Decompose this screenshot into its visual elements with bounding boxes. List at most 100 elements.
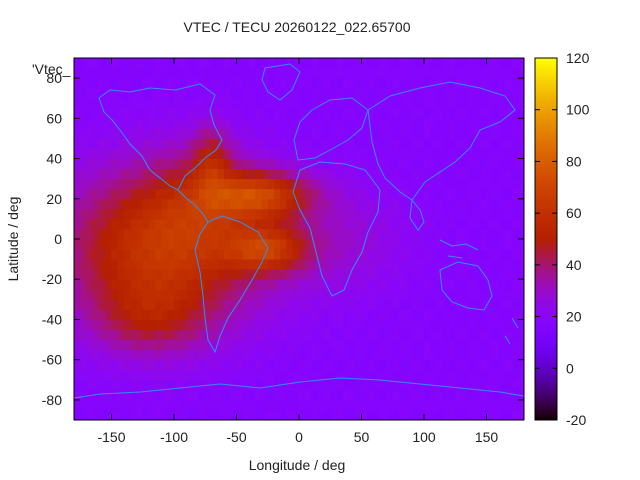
heatmap-cell	[430, 269, 437, 280]
heatmap-cell	[174, 78, 181, 89]
heatmap-cell	[486, 58, 494, 69]
heatmap-cell	[124, 309, 131, 320]
heatmap-cell	[336, 68, 344, 79]
heatmap-cell	[292, 409, 300, 421]
heatmap-cell	[136, 349, 144, 361]
heatmap-cell	[405, 78, 412, 89]
heatmap-cell	[330, 399, 337, 411]
heatmap-cell	[374, 389, 381, 401]
heatmap-cell	[499, 198, 506, 210]
heatmap-cell	[386, 168, 394, 180]
heatmap-cell	[99, 389, 106, 401]
heatmap-cell	[399, 158, 406, 170]
heatmap-cell	[292, 239, 300, 250]
heatmap-cell	[261, 128, 269, 139]
heatmap-cell	[267, 178, 275, 190]
heatmap-cell	[136, 269, 144, 280]
heatmap-cell	[467, 399, 475, 411]
heatmap-cell	[505, 279, 512, 290]
heatmap-cell	[436, 409, 444, 421]
heatmap-cell	[517, 379, 525, 391]
heatmap-cell	[305, 218, 312, 230]
x-tick-label: -50	[226, 429, 246, 445]
heatmap-cell	[436, 379, 444, 391]
heatmap-cell	[249, 218, 256, 230]
heatmap-cell	[361, 349, 369, 361]
heatmap-cell	[180, 359, 187, 371]
heatmap-cell	[424, 148, 431, 159]
heatmap-cell	[355, 289, 362, 300]
heatmap-cell	[199, 168, 206, 180]
heatmap-cell	[86, 208, 94, 220]
heatmap-cell	[374, 409, 381, 421]
heatmap-cell	[499, 269, 506, 280]
heatmap-cell	[180, 108, 187, 119]
heatmap-cell	[117, 399, 125, 411]
heatmap-cell	[280, 309, 287, 320]
heatmap-cell	[74, 128, 81, 139]
heatmap-cell	[192, 168, 200, 180]
heatmap-cell	[161, 138, 169, 149]
heatmap-cell	[286, 148, 294, 159]
heatmap-cell	[186, 88, 194, 99]
heatmap-cell	[392, 349, 400, 361]
heatmap-cell	[224, 279, 231, 290]
heatmap-cell	[205, 399, 212, 411]
heatmap-cell	[261, 289, 269, 300]
heatmap-cell	[405, 58, 412, 69]
heatmap-cell	[92, 279, 100, 290]
heatmap-cell	[317, 239, 325, 250]
heatmap-cell	[261, 178, 269, 190]
heatmap-cell	[99, 379, 106, 391]
heatmap-cell	[236, 198, 244, 210]
heatmap-cell	[174, 279, 181, 290]
heatmap-cell	[411, 78, 419, 89]
heatmap-cell	[292, 198, 300, 210]
heatmap-cell	[474, 148, 481, 159]
heatmap-cell	[217, 279, 225, 290]
heatmap-cell	[199, 409, 206, 421]
heatmap-cell	[255, 329, 262, 340]
heatmap-cell	[149, 339, 156, 351]
heatmap-cell	[499, 329, 506, 340]
heatmap-cell	[124, 88, 131, 99]
heatmap-cell	[186, 228, 194, 240]
heatmap-cell	[255, 319, 262, 330]
heatmap-cell	[380, 188, 387, 200]
heatmap-cell	[224, 188, 231, 200]
heatmap-cell	[349, 379, 356, 391]
heatmap-cell	[511, 158, 519, 170]
heatmap-cell	[386, 88, 394, 99]
heatmap-cell	[280, 178, 287, 190]
heatmap-cell	[136, 279, 144, 290]
y-tick-label: 0	[54, 231, 62, 247]
colorbar-step	[535, 317, 557, 321]
heatmap-cell	[455, 178, 462, 190]
heatmap-cell	[386, 178, 394, 190]
heatmap-cell	[405, 188, 412, 200]
heatmap-cell	[136, 128, 144, 139]
heatmap-cell	[324, 138, 331, 149]
heatmap-cell	[442, 339, 450, 351]
heatmap-cell	[392, 88, 400, 99]
heatmap-cell	[311, 198, 319, 210]
heatmap-cell	[249, 359, 256, 371]
heatmap-cell	[480, 118, 487, 129]
colorbar-step	[535, 70, 557, 74]
heatmap-cell	[155, 399, 162, 411]
heatmap-cell	[255, 259, 262, 270]
heatmap-cell	[374, 118, 381, 129]
heatmap-cell	[461, 228, 469, 240]
heatmap-cell	[517, 108, 525, 119]
heatmap-cell	[380, 259, 387, 270]
heatmap-cell	[74, 239, 81, 250]
heatmap-cell	[430, 88, 437, 99]
heatmap-cell	[167, 168, 175, 180]
heatmap-cell	[80, 309, 87, 320]
heatmap-cell	[292, 319, 300, 330]
heatmap-cell	[211, 58, 219, 69]
heatmap-cell	[149, 289, 156, 300]
heatmap-cell	[249, 319, 256, 330]
heatmap-cell	[174, 249, 181, 260]
heatmap-cell	[449, 329, 456, 340]
